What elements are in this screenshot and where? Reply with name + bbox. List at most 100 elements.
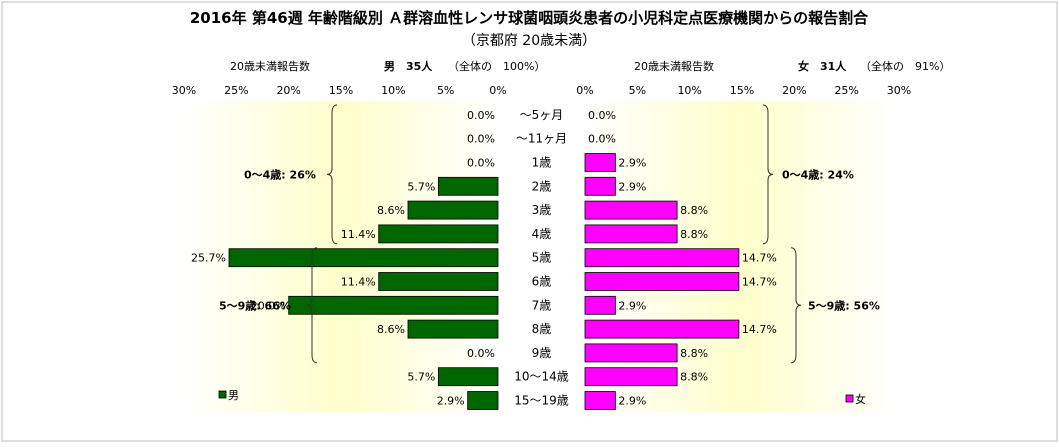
male-value-label: 0.0% (467, 347, 495, 360)
category-label: 6歳 (532, 275, 552, 289)
male-value-label: 8.6% (377, 323, 405, 336)
male-bar (437, 367, 499, 387)
male-bar (378, 224, 499, 244)
male-header-total: 男 35人 (384, 59, 433, 73)
category-label: 8歳 (532, 322, 552, 336)
female-value-label: 8.8% (680, 371, 708, 384)
female-bar (584, 248, 740, 268)
female-bar (584, 295, 616, 315)
legend-male-swatch (218, 390, 227, 399)
male-x-tick-label: 15% (329, 84, 353, 97)
group-annotation-label: 5～9歳: 56% (808, 298, 880, 312)
category-label: 1歳 (532, 156, 552, 170)
category-label: 3歳 (532, 203, 552, 217)
male-bar (407, 319, 499, 339)
male-value-label: 20.0% (251, 299, 286, 312)
female-header-share: （全体の 91%） (860, 59, 950, 73)
male-header-label: 20歳未満報告数 (230, 60, 310, 73)
female-bar (584, 367, 678, 387)
legend-male: 男 (218, 389, 239, 402)
group-annotation-label: 5～9歳: 66% (219, 298, 291, 312)
male-x-tick-label: 25% (224, 84, 248, 97)
category-label: 4歳 (532, 227, 552, 241)
male-bar (378, 272, 499, 291)
legend-male-label: 男 (228, 389, 239, 402)
chart-subtitle: （京都府 20歳未満） (462, 33, 596, 49)
female-value-label: 14.7% (742, 276, 777, 289)
female-value-label: 2.9% (618, 299, 646, 312)
female-value-label: 8.8% (680, 347, 708, 360)
category-label: 5歳 (532, 251, 552, 265)
female-x-tick-label: 20% (782, 84, 806, 97)
group-annotation-label: 0～4歳: 24% (782, 167, 854, 181)
male-x-tick-label: 30% (172, 84, 196, 97)
category-label: ～5ヶ月 (520, 108, 564, 122)
male-value-label: 11.4% (341, 228, 376, 241)
category-label: 7歳 (532, 298, 552, 312)
female-value-label: 0.0% (588, 109, 616, 122)
male-value-label: 0.0% (467, 133, 495, 146)
male-value-label: 0.0% (467, 157, 495, 170)
female-value-label: 2.9% (618, 157, 646, 170)
female-value-label: 14.7% (742, 252, 777, 265)
female-bar (584, 176, 616, 196)
male-bar (228, 248, 499, 268)
category-layer: ～5ヶ月 ～11ヶ月 1歳 2歳 3歳 4歳 5歳 6歳 7歳 8歳 9歳 10～14歳 15～19歳 (514, 108, 569, 408)
female-x-tick-label: 25% (834, 84, 858, 97)
female-bar (584, 153, 616, 172)
female-x-tick-label: 0% (576, 84, 593, 97)
category-label: ～11ヶ月 (516, 132, 567, 146)
male-bar (407, 200, 499, 220)
group-bracket (326, 104, 338, 245)
male-header: 20歳未満報告数 男 35人 （全体の 100%） (230, 59, 545, 73)
axis-layer: 0% 0% 5% 5% 10% 10% 15% 15% 20% 20% 25% 25% 30% 30% (172, 84, 911, 97)
legend-female-label: 女 (855, 392, 866, 406)
male-value-label: 5.7% (407, 371, 435, 384)
female-value-label: 14.7% (742, 323, 777, 336)
female-value-label: 2.9% (618, 395, 646, 408)
female-bar (584, 272, 740, 291)
chart-title: 2016年 第46週 年齢階級別 Ａ群溶血性レンサ球菌咽頭炎患者の小児科定点医療… (190, 9, 869, 27)
female-value-label: 0.0% (588, 133, 616, 146)
female-header: 20歳未満報告数 女 31人 （全体の 91%） (634, 59, 950, 73)
group-bracket (306, 247, 318, 364)
female-x-tick-label: 10% (677, 84, 701, 97)
female-value-label: 2.9% (618, 180, 646, 193)
male-value-label: 8.6% (377, 204, 405, 217)
male-x-tick-label: 20% (276, 84, 300, 97)
female-x-tick-label: 5% (629, 84, 646, 97)
male-value-label: 5.7% (407, 180, 435, 193)
male-value-label: 25.7% (191, 252, 226, 265)
male-header-share: （全体の 100%） (448, 59, 545, 73)
female-value-label: 8.8% (680, 204, 708, 217)
category-label: 9歳 (532, 346, 552, 360)
female-header-label: 20歳未満報告数 (634, 60, 714, 73)
category-label: 15～19歳 (514, 394, 569, 408)
male-bar (467, 391, 499, 410)
group-bracket (762, 104, 774, 245)
annotation-layer: 0～4歳: 26% 5～9歳: 66% 0～4歳: 24% 5～9歳: 56% (219, 104, 880, 364)
female-value-label: 8.8% (680, 228, 708, 241)
male-value-label: 2.9% (437, 395, 465, 408)
male-bar (288, 295, 499, 315)
female-x-tick-label: 30% (887, 84, 911, 97)
legend-female-swatch (845, 394, 854, 403)
female-bar (584, 343, 678, 363)
category-label: 10～14歳 (514, 370, 569, 384)
group-bracket (790, 247, 802, 364)
bar-layer: 0.0% 0.0%0.0% 0.0%0.0% 2.9%5.7% 2.9%8.6% 8.8%… (191, 109, 777, 410)
category-label: 2歳 (532, 179, 552, 193)
male-bar (437, 176, 499, 196)
male-x-tick-label: 10% (381, 84, 405, 97)
male-x-tick-label: 5% (437, 84, 454, 97)
legend-female: 女 (845, 392, 866, 406)
female-x-tick-label: 15% (730, 84, 754, 97)
female-header-total: 女 31人 (798, 59, 847, 73)
male-x-tick-label: 0% (489, 84, 506, 97)
female-bar (584, 200, 678, 220)
male-value-label: 11.4% (341, 276, 376, 289)
female-bar (584, 319, 740, 339)
male-value-label: 0.0% (467, 109, 495, 122)
